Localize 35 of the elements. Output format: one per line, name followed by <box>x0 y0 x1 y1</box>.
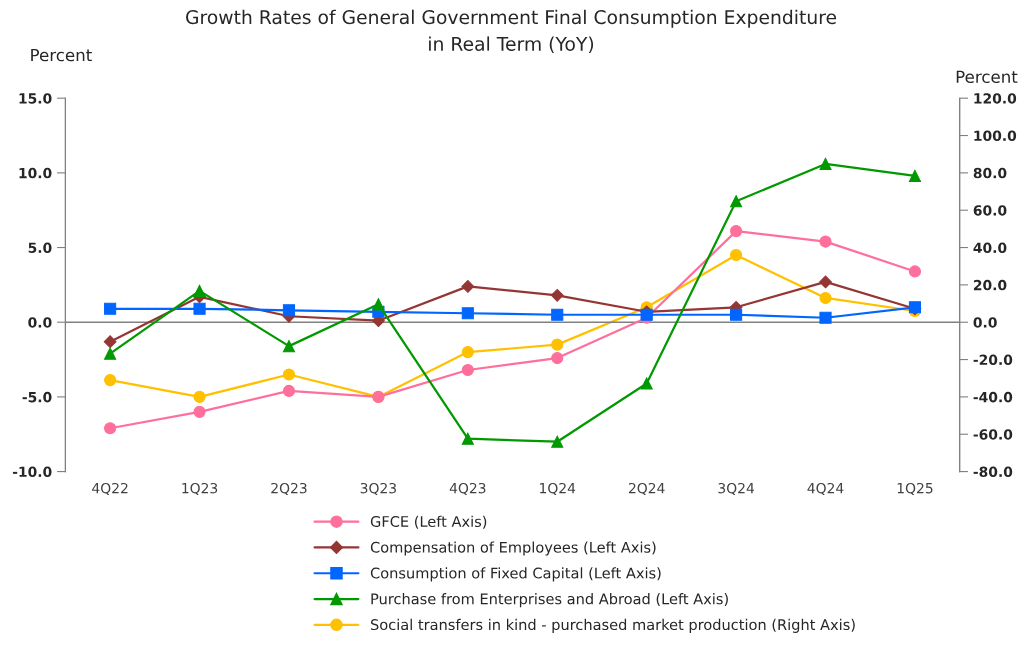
y2-tick-label: -60.0 <box>973 429 1013 440</box>
chart-title: Growth Rates of General Government Final Consumption Expenditure in Real Term (YoY) <box>186 9 837 54</box>
y2-tick-label: 80.0 <box>973 167 1007 179</box>
y2-tick-label: -20.0 <box>973 354 1013 366</box>
legend-label: Purchase from Enterprises and Abroad (Left Axis) <box>371 593 728 608</box>
legend-label: Compensation of Employees (Left Axis) <box>370 541 656 556</box>
y-axis-title: Percent <box>31 48 92 62</box>
y2-tick-label: 40.0 <box>973 242 1007 254</box>
x-tick-label: 1Q25 <box>897 482 933 496</box>
y2-tick-label: 100.0 <box>974 130 1017 141</box>
y2-axis-title: Percent <box>956 70 1018 84</box>
y2-tick-label: -80.0 <box>973 466 1013 478</box>
legend-label: GFCE (Left Axis) <box>370 515 487 529</box>
y-tick-label: 0.0 <box>28 317 52 328</box>
x-tick-label: 1Q24 <box>540 482 576 496</box>
x-tick-label: 3Q23 <box>360 482 396 496</box>
x-tick-label: 4Q24 <box>807 482 844 496</box>
x-tick-label: 3Q24 <box>718 482 755 496</box>
y-tick-label: -5.0 <box>22 391 52 403</box>
legend-label: Social transfers in kind - purchased market production (Right Axis) <box>370 618 855 633</box>
y-tick-label: -10.0 <box>12 466 52 478</box>
x-tick-label: 1Q23 <box>182 482 218 496</box>
x-tick-label: 4Q22 <box>92 482 128 496</box>
y2-tick-label: 20.0 <box>973 279 1007 291</box>
y2-tick-label: -40.0 <box>973 391 1013 403</box>
y2-tick-label: 60.0 <box>973 205 1007 216</box>
x-tick-label: 2Q24 <box>628 482 665 496</box>
y2-tick-label: 0.0 <box>973 317 997 328</box>
y2-tick-label: 120.0 <box>974 93 1017 104</box>
y-tick-label: 10.0 <box>19 167 52 179</box>
y-tick-label: 15.0 <box>19 93 52 104</box>
legend-label: Consumption of Fixed Capital (Left Axis) <box>370 567 661 582</box>
x-tick-label: 4Q23 <box>449 482 486 496</box>
y-tick-label: 5.0 <box>28 242 52 254</box>
x-tick-label: 2Q23 <box>271 482 307 496</box>
